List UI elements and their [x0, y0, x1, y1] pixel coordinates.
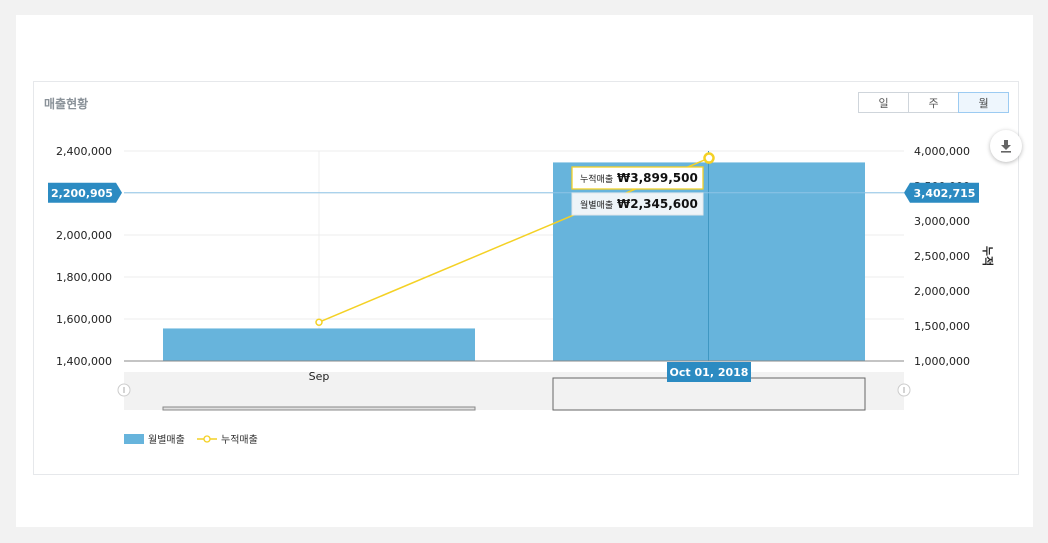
tooltip-cumulative-box	[571, 166, 704, 190]
cumulative-point-sep[interactable]	[315, 318, 323, 326]
bar-sep[interactable]	[163, 328, 475, 361]
period-month-button[interactable]: 월	[958, 92, 1009, 113]
y-left-tick-label: 1,600,000	[56, 313, 112, 326]
period-toggle: 일 주 월	[858, 92, 1009, 113]
legend-cumulative-label: 누적매출	[221, 434, 258, 446]
legend-bar-swatch	[124, 434, 144, 444]
panel-title: 매출현황	[44, 97, 89, 111]
y-right-tick-label: 4,000,000	[914, 145, 970, 158]
sales-chart: 1,400,000 1,600,000 1,800,000 2,000,000 2,20…	[48, 145, 995, 446]
y-right-axis-title: 누적	[981, 246, 995, 266]
y-left-tick-label: 1,400,000	[56, 355, 112, 368]
download-icon	[1001, 140, 1011, 153]
tooltip-monthly-label: 월별매출	[580, 199, 613, 211]
period-week-button[interactable]: 주	[908, 92, 959, 113]
tooltip-cumulative-value: ₩3,899,500	[617, 171, 698, 185]
cumulative-point-oct[interactable]	[703, 152, 715, 164]
crosshair-left-value-label: 2,200,905	[48, 182, 122, 203]
tooltip-cumulative-label: 누적매출	[580, 173, 613, 185]
crosshair-left-value-label-bg	[48, 182, 122, 203]
tooltip-monthly-box	[571, 192, 704, 216]
crosshair-right-value-label: 3,402,715	[904, 182, 979, 203]
y-right-tick-label: 1,500,000	[914, 320, 970, 333]
legend-line-marker	[203, 435, 211, 443]
period-day-button[interactable]: 일	[858, 92, 909, 113]
crosshair-right-value-label-text: 3,402,715	[914, 187, 976, 200]
y-right-tick-label: 2,500,000	[914, 250, 970, 263]
legend-monthly-label: 월별매출	[148, 434, 185, 446]
sales-panel: 매출현황 일 주 월 1,400,000 1,600,000 1,800,000 2,…	[33, 81, 1022, 475]
page-background: 매출현황 일 주 월 1,400,000 1,600,000 1,800,000 2,…	[16, 15, 1033, 527]
crosshair-x-label-bg	[667, 362, 751, 382]
x-tick-label: Sep	[309, 370, 330, 383]
y-left-tick-label: 2,000,000	[56, 229, 112, 242]
download-button[interactable]	[990, 130, 1022, 162]
crosshair-x-label: Oct 01, 2018	[670, 366, 749, 379]
y-right-tick-label: 2,000,000	[914, 285, 970, 298]
y-right-tick-label: 3,000,000	[914, 215, 970, 228]
y-left-tick-label: 1,800,000	[56, 271, 112, 284]
crosshair-left-value-label-text: 2,200,905	[51, 187, 113, 200]
y-left-tick-label: 2,400,000	[56, 145, 112, 158]
navigator-series-preview	[162, 406, 476, 411]
crosshair-right-value-label-bg	[904, 182, 979, 203]
tooltip-monthly-value: ₩2,345,600	[617, 197, 698, 211]
y-right-tick-label: 1,000,000	[914, 355, 970, 368]
